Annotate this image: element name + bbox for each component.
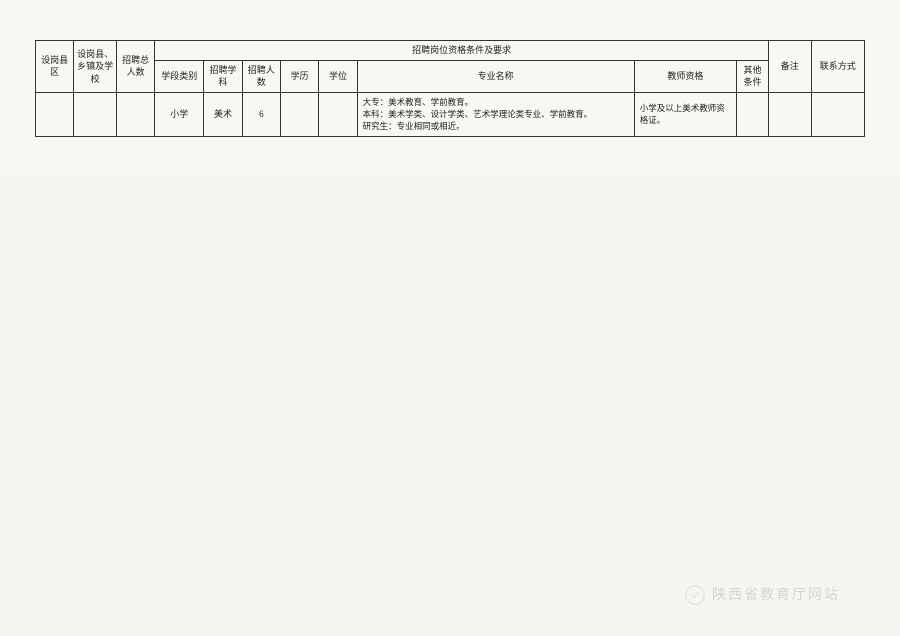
- cell-notes: [768, 92, 811, 137]
- header-subject: 招聘学科: [204, 60, 242, 92]
- cell-degree: [319, 92, 357, 137]
- header-contact: 联系方式: [811, 41, 864, 93]
- header-recruit-count: 招聘人数: [242, 60, 280, 92]
- header-notes: 备注: [768, 41, 811, 93]
- header-degree: 学位: [319, 60, 357, 92]
- watermark-text: 陕西省教育厅网站: [712, 586, 840, 602]
- header-major: 专业名称: [357, 60, 634, 92]
- cell-total-count: [116, 92, 154, 137]
- cell-subject: 美术: [204, 92, 242, 137]
- cell-teacher-cert: 小学及以上美术教师资格证。: [634, 92, 736, 137]
- cell-other-cond: [736, 92, 768, 137]
- header-education: 学历: [280, 60, 318, 92]
- header-school: 设岗县、乡镇及学校: [74, 41, 117, 93]
- cell-county: [36, 92, 74, 137]
- watermark-icon: [684, 584, 706, 606]
- cell-recruit-count: 6: [242, 92, 280, 137]
- cell-school: [74, 92, 117, 137]
- header-level-type: 学段类别: [155, 60, 204, 92]
- header-county: 设岗县区: [36, 41, 74, 93]
- header-other-cond: 其他条件: [736, 60, 768, 92]
- header-total-count: 招聘总人数: [116, 41, 154, 93]
- header-teacher-cert: 教师资格: [634, 60, 736, 92]
- cell-level-type: 小学: [155, 92, 204, 137]
- table-row: 小学 美术 6 大专：美术教育、学前教育。本科：美术学类、设计学类、艺术学理论类…: [36, 92, 865, 137]
- recruitment-table: 设岗县区 设岗县、乡镇及学校 招聘总人数 招聘岗位资格条件及要求 备注 联系方式…: [35, 40, 865, 137]
- cell-major: 大专：美术教育、学前教育。本科：美术学类、设计学类、艺术学理论类专业、学前教育。…: [357, 92, 634, 137]
- watermark: 陕西省教育厅网站: [684, 584, 840, 606]
- header-requirements: 招聘岗位资格条件及要求: [155, 41, 769, 61]
- cell-contact: [811, 92, 864, 137]
- cell-education: [280, 92, 318, 137]
